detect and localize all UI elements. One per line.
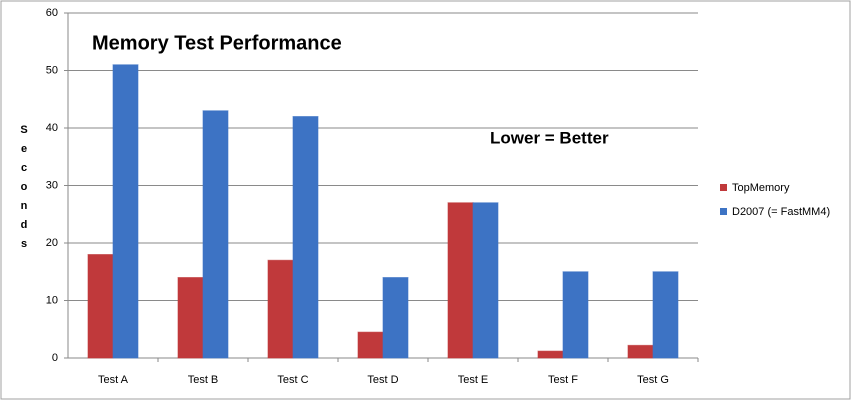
bar xyxy=(112,64,139,359)
legend-swatch xyxy=(720,208,727,215)
bar xyxy=(472,202,499,359)
bar xyxy=(447,202,474,359)
bar xyxy=(357,331,384,359)
x-tick-label: Test C xyxy=(277,374,308,386)
legend-swatch xyxy=(720,184,727,191)
y-tick-label: 60 xyxy=(46,7,58,19)
y-tick-label: 40 xyxy=(46,122,58,134)
x-tick-label: Test B xyxy=(188,374,219,386)
y-tick-label: 0 xyxy=(52,352,58,364)
bar xyxy=(202,110,229,359)
annotation: Lower = Better xyxy=(490,128,609,147)
y-tick-label: 10 xyxy=(46,294,58,306)
y-tick-label: 30 xyxy=(46,179,58,191)
bar xyxy=(652,271,679,359)
y-tick-label: 50 xyxy=(46,64,58,76)
x-tick-label: Test D xyxy=(367,374,398,386)
legend-label: TopMemory xyxy=(732,182,790,194)
bar xyxy=(382,277,409,359)
legend-label: D2007 (= FastMM4) xyxy=(732,206,830,218)
bar xyxy=(562,271,589,359)
bar xyxy=(87,254,114,359)
bar xyxy=(537,350,564,359)
x-tick-label: Test F xyxy=(548,374,578,386)
x-tick-label: Test A xyxy=(98,374,129,386)
bar xyxy=(292,116,319,359)
x-tick-label: Test G xyxy=(637,374,669,386)
y-axis-label: Seconds xyxy=(18,124,30,257)
bar xyxy=(627,344,654,359)
bar xyxy=(177,277,204,359)
x-tick-label: Test E xyxy=(458,374,489,386)
chart-title: Memory Test Performance xyxy=(92,32,342,54)
bar xyxy=(267,259,294,359)
y-tick-label: 20 xyxy=(46,237,58,249)
